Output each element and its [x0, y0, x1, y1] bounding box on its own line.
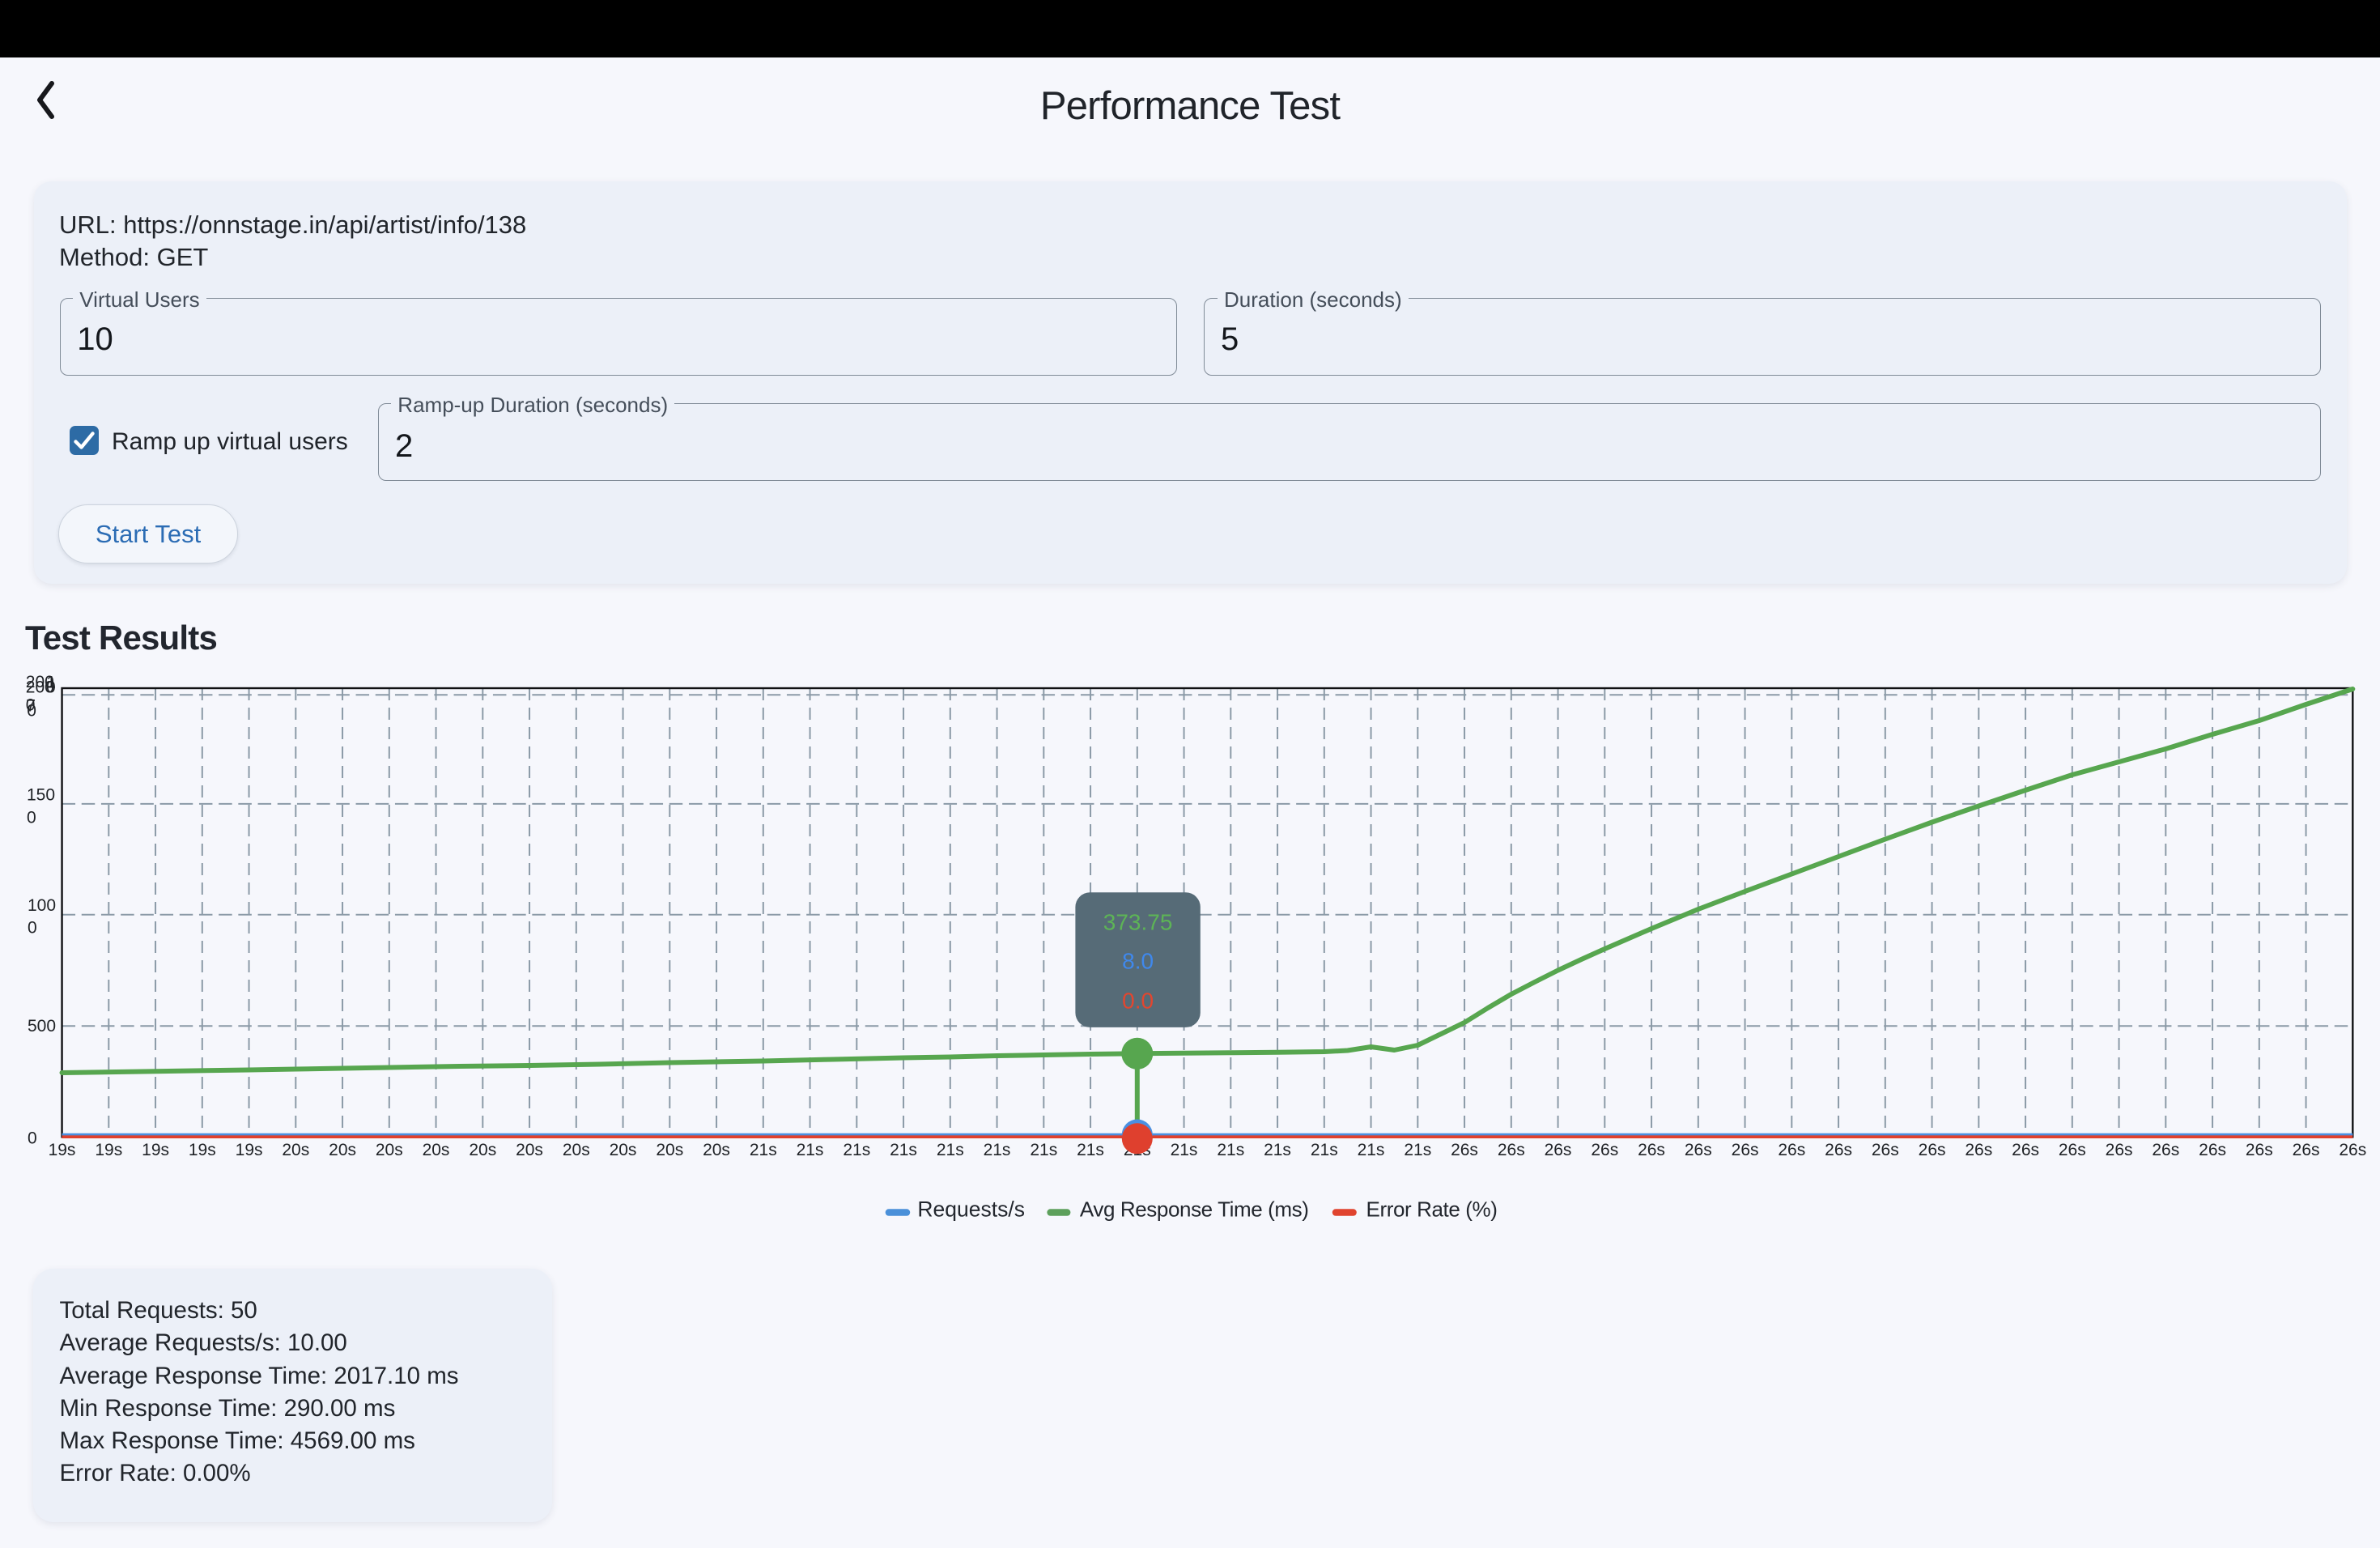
- svg-text:20s: 20s: [563, 1141, 590, 1159]
- svg-text:26s: 26s: [1778, 1141, 1805, 1159]
- svg-text:26s: 26s: [1498, 1141, 1525, 1159]
- svg-text:26s: 26s: [1545, 1141, 1572, 1159]
- svg-text:21s: 21s: [984, 1141, 1011, 1159]
- svg-text:26s: 26s: [2059, 1141, 2086, 1159]
- svg-text:26s: 26s: [2106, 1141, 2133, 1159]
- svg-text:21s: 21s: [1030, 1141, 1057, 1159]
- svg-text:26s: 26s: [1732, 1141, 1759, 1159]
- svg-text:21s: 21s: [1264, 1141, 1291, 1159]
- svg-text:20s: 20s: [282, 1141, 309, 1159]
- svg-text:Error Rate (%): Error Rate (%): [1366, 1197, 1498, 1222]
- svg-text:200: 200: [26, 678, 54, 696]
- svg-text:21s: 21s: [1358, 1141, 1385, 1159]
- svg-text:200: 200: [26, 673, 54, 691]
- svg-text:20s: 20s: [469, 1141, 496, 1159]
- svg-text:373.75: 373.75: [1103, 910, 1173, 935]
- svg-text:500: 500: [28, 1017, 56, 1036]
- svg-text:0.0: 0.0: [1122, 989, 1154, 1014]
- svg-text:21s: 21s: [1404, 1141, 1431, 1159]
- svg-text:0: 0: [28, 1129, 37, 1148]
- svg-text:Requests/s: Requests/s: [917, 1197, 1025, 1222]
- svg-text:0: 0: [27, 701, 36, 720]
- svg-text:20s: 20s: [656, 1141, 683, 1159]
- svg-text:26s: 26s: [1965, 1141, 1992, 1159]
- svg-text:26s: 26s: [1638, 1141, 1665, 1159]
- svg-text:20s: 20s: [516, 1141, 543, 1159]
- svg-text:21s: 21s: [890, 1141, 917, 1159]
- svg-text:26s: 26s: [1825, 1141, 1852, 1159]
- svg-text:20s: 20s: [703, 1141, 730, 1159]
- svg-text:26s: 26s: [2339, 1141, 2366, 1159]
- svg-text:26s: 26s: [2012, 1141, 2039, 1159]
- svg-text:100: 100: [28, 896, 56, 915]
- svg-text:26s: 26s: [2199, 1141, 2226, 1159]
- svg-text:7: 7: [26, 697, 36, 716]
- svg-text:20s: 20s: [376, 1141, 403, 1159]
- svg-text:26s: 26s: [1872, 1141, 1899, 1159]
- svg-text:1: 1: [46, 674, 56, 692]
- svg-text:0: 0: [26, 695, 36, 714]
- svg-text:20s: 20s: [610, 1141, 637, 1159]
- svg-text:0: 0: [46, 678, 56, 697]
- svg-text:21s: 21s: [1171, 1141, 1198, 1159]
- svg-text:20s: 20s: [423, 1141, 450, 1159]
- svg-text:19s: 19s: [142, 1141, 169, 1159]
- svg-text:19s: 19s: [49, 1141, 76, 1159]
- svg-text:21s: 21s: [797, 1141, 824, 1159]
- svg-text:26s: 26s: [2246, 1141, 2273, 1159]
- svg-text:21s: 21s: [1077, 1141, 1104, 1159]
- svg-text:21s: 21s: [750, 1141, 777, 1159]
- svg-text:0: 0: [27, 809, 36, 827]
- svg-text:26s: 26s: [1685, 1141, 1712, 1159]
- svg-text:19s: 19s: [236, 1141, 263, 1159]
- svg-text:26s: 26s: [2152, 1141, 2179, 1159]
- svg-text:19s: 19s: [189, 1141, 216, 1159]
- svg-text:21s: 21s: [843, 1141, 870, 1159]
- svg-text:21s: 21s: [1217, 1141, 1244, 1159]
- svg-text:20s: 20s: [329, 1141, 356, 1159]
- svg-text:21s: 21s: [1311, 1141, 1338, 1159]
- svg-text:21s: 21s: [937, 1141, 964, 1159]
- svg-text:150: 150: [27, 786, 55, 805]
- svg-text:8.0: 8.0: [1122, 948, 1154, 973]
- svg-text:19s: 19s: [95, 1141, 122, 1159]
- svg-text:26s: 26s: [1451, 1141, 1478, 1159]
- svg-text:26s: 26s: [1591, 1141, 1618, 1159]
- svg-text:26s: 26s: [1919, 1141, 1946, 1159]
- svg-text:Avg Response Time (ms): Avg Response Time (ms): [1080, 1197, 1309, 1222]
- svg-text:26s: 26s: [2293, 1141, 2320, 1159]
- svg-text:0: 0: [28, 919, 37, 938]
